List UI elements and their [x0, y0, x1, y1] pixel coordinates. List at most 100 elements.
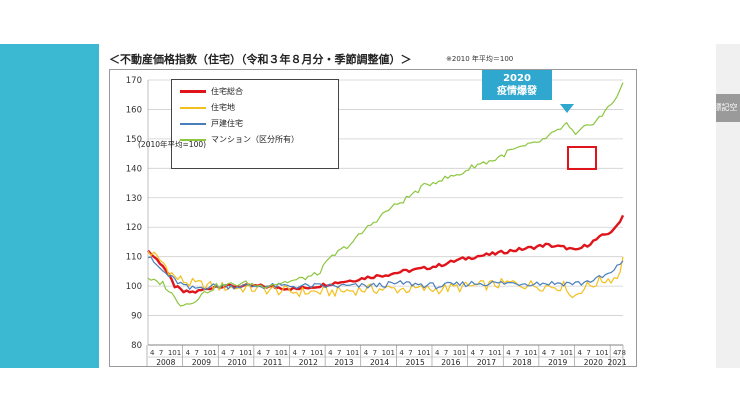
month-tick-label: 7	[195, 349, 199, 357]
y-tick-label: 110	[126, 253, 142, 263]
month-tick-label: 10	[275, 349, 284, 357]
month-tick-label: 1	[604, 349, 608, 357]
covid-highlight-box	[567, 146, 597, 170]
month-tick-label: 4	[150, 349, 155, 357]
month-tick-label: 7	[515, 349, 519, 357]
year-label: 2014	[370, 358, 389, 366]
legend-swatch-condo	[180, 139, 206, 141]
year-label: 2016	[441, 358, 460, 366]
y-tick-label: 130	[126, 194, 142, 204]
month-tick-label: 4	[186, 349, 191, 357]
slide: ＜不動産価格指数（住宅）（令和３年８月分・季節調整値）＞ ※2010 年平均＝1…	[99, 44, 716, 368]
month-tick-label: 4	[613, 349, 618, 357]
year-label: 2011	[263, 358, 282, 366]
month-tick-label: 7	[586, 349, 590, 357]
month-tick-label: 1	[533, 349, 537, 357]
year-label: 2017	[477, 358, 496, 366]
year-label: 2010	[228, 358, 247, 366]
legend-swatch-detached	[180, 123, 206, 125]
year-label: 2015	[406, 358, 425, 366]
month-tick-label: 4	[399, 349, 404, 357]
month-tick-label: 10	[595, 349, 604, 357]
month-tick-label: 10	[488, 349, 497, 357]
month-tick-label: 7	[408, 349, 412, 357]
month-tick-label: 7	[230, 349, 234, 357]
month-tick-label: 1	[462, 349, 466, 357]
month-tick-label: 10	[524, 349, 533, 357]
year-label: 2018	[513, 358, 532, 366]
month-tick-label: 1	[319, 349, 323, 357]
month-tick-label: 10	[310, 349, 319, 357]
month-tick-label: 78	[617, 349, 626, 357]
month-tick-label: 1	[284, 349, 288, 357]
legend-label-land: 住宅地	[211, 103, 235, 112]
left-color-band	[0, 44, 99, 368]
month-tick-label: 1	[569, 349, 573, 357]
month-tick-label: 10	[346, 349, 355, 357]
legend-base-note: (2010年平均=100)	[138, 140, 207, 149]
y-tick-label: 170	[126, 76, 142, 86]
chart-title: ＜不動産価格指数（住宅）（令和３年８月分・季節調整値）＞	[109, 53, 412, 66]
year-label: 2020	[584, 358, 603, 366]
month-tick-label: 1	[177, 349, 181, 357]
month-tick-label: 4	[257, 349, 262, 357]
month-tick-label: 7	[480, 349, 484, 357]
right-scroll-rail	[716, 44, 740, 368]
month-tick-label: 10	[382, 349, 391, 357]
month-tick-label: 7	[337, 349, 341, 357]
month-tick-label: 10	[453, 349, 462, 357]
month-tick-label: 7	[551, 349, 555, 357]
series-line-3	[147, 82, 624, 307]
month-tick-label: 1	[355, 349, 359, 357]
covid-callout-pointer	[560, 104, 574, 113]
year-label: 2012	[299, 358, 318, 366]
month-tick-label: 4	[471, 349, 476, 357]
month-tick-label: 4	[578, 349, 583, 357]
month-tick-label: 7	[444, 349, 448, 357]
series-line-2	[147, 256, 624, 290]
month-tick-label: 4	[364, 349, 369, 357]
month-tick-label: 7	[159, 349, 163, 357]
y-tick-label: 140	[126, 164, 142, 174]
month-tick-label: 1	[497, 349, 501, 357]
legend: 住宅総合 住宅地 戸建住宅 マンション（区分所有）	[171, 79, 339, 169]
month-tick-label: 1	[248, 349, 252, 357]
month-tick-label: 1	[426, 349, 430, 357]
month-tick-label: 10	[560, 349, 569, 357]
month-tick-label: 10	[203, 349, 212, 357]
y-tick-label: 160	[126, 105, 142, 115]
month-tick-label: 10	[417, 349, 426, 357]
chart-frame: 80 90 100 110 120 130 140 150 160 170 4 7 10 1 2008 4 7 1…	[109, 69, 637, 367]
year-label: 2019	[548, 358, 567, 366]
legend-swatch-land	[180, 107, 206, 109]
month-tick-label: 10	[239, 349, 248, 357]
month-tick-label: 4	[542, 349, 547, 357]
month-tick-label: 7	[373, 349, 377, 357]
month-tick-label: 4	[328, 349, 333, 357]
month-tick-label: 4	[506, 349, 511, 357]
month-tick-label: 1	[390, 349, 394, 357]
legend-label-detached: 戸建住宅	[211, 119, 243, 128]
y-tick-label: 80	[131, 341, 142, 351]
covid-callout-year: 2020	[503, 73, 531, 84]
covid-callout: 2020 疫情爆發	[482, 70, 552, 100]
covid-callout-text: 疫情爆發	[497, 86, 537, 97]
legend-swatch-total	[180, 90, 206, 93]
legend-label-total: 住宅総合	[211, 87, 243, 96]
year-label: 2021	[608, 358, 627, 366]
y-tick-label: 150	[126, 135, 142, 145]
year-label: 2009	[192, 358, 211, 366]
base-year-note: ※2010 年平均＝100	[446, 55, 514, 63]
month-tick-label: 10	[168, 349, 177, 357]
y-tick-label: 120	[126, 223, 142, 233]
year-label: 2013	[334, 358, 353, 366]
month-tick-label: 4	[293, 349, 298, 357]
y-tick-label: 90	[131, 312, 142, 322]
y-tick-label: 100	[126, 282, 142, 292]
month-tick-label: 7	[301, 349, 305, 357]
month-tick-label: 1	[212, 349, 216, 357]
month-tick-label: 7	[266, 349, 270, 357]
month-tick-label: 4	[435, 349, 440, 357]
year-label: 2008	[156, 358, 175, 366]
